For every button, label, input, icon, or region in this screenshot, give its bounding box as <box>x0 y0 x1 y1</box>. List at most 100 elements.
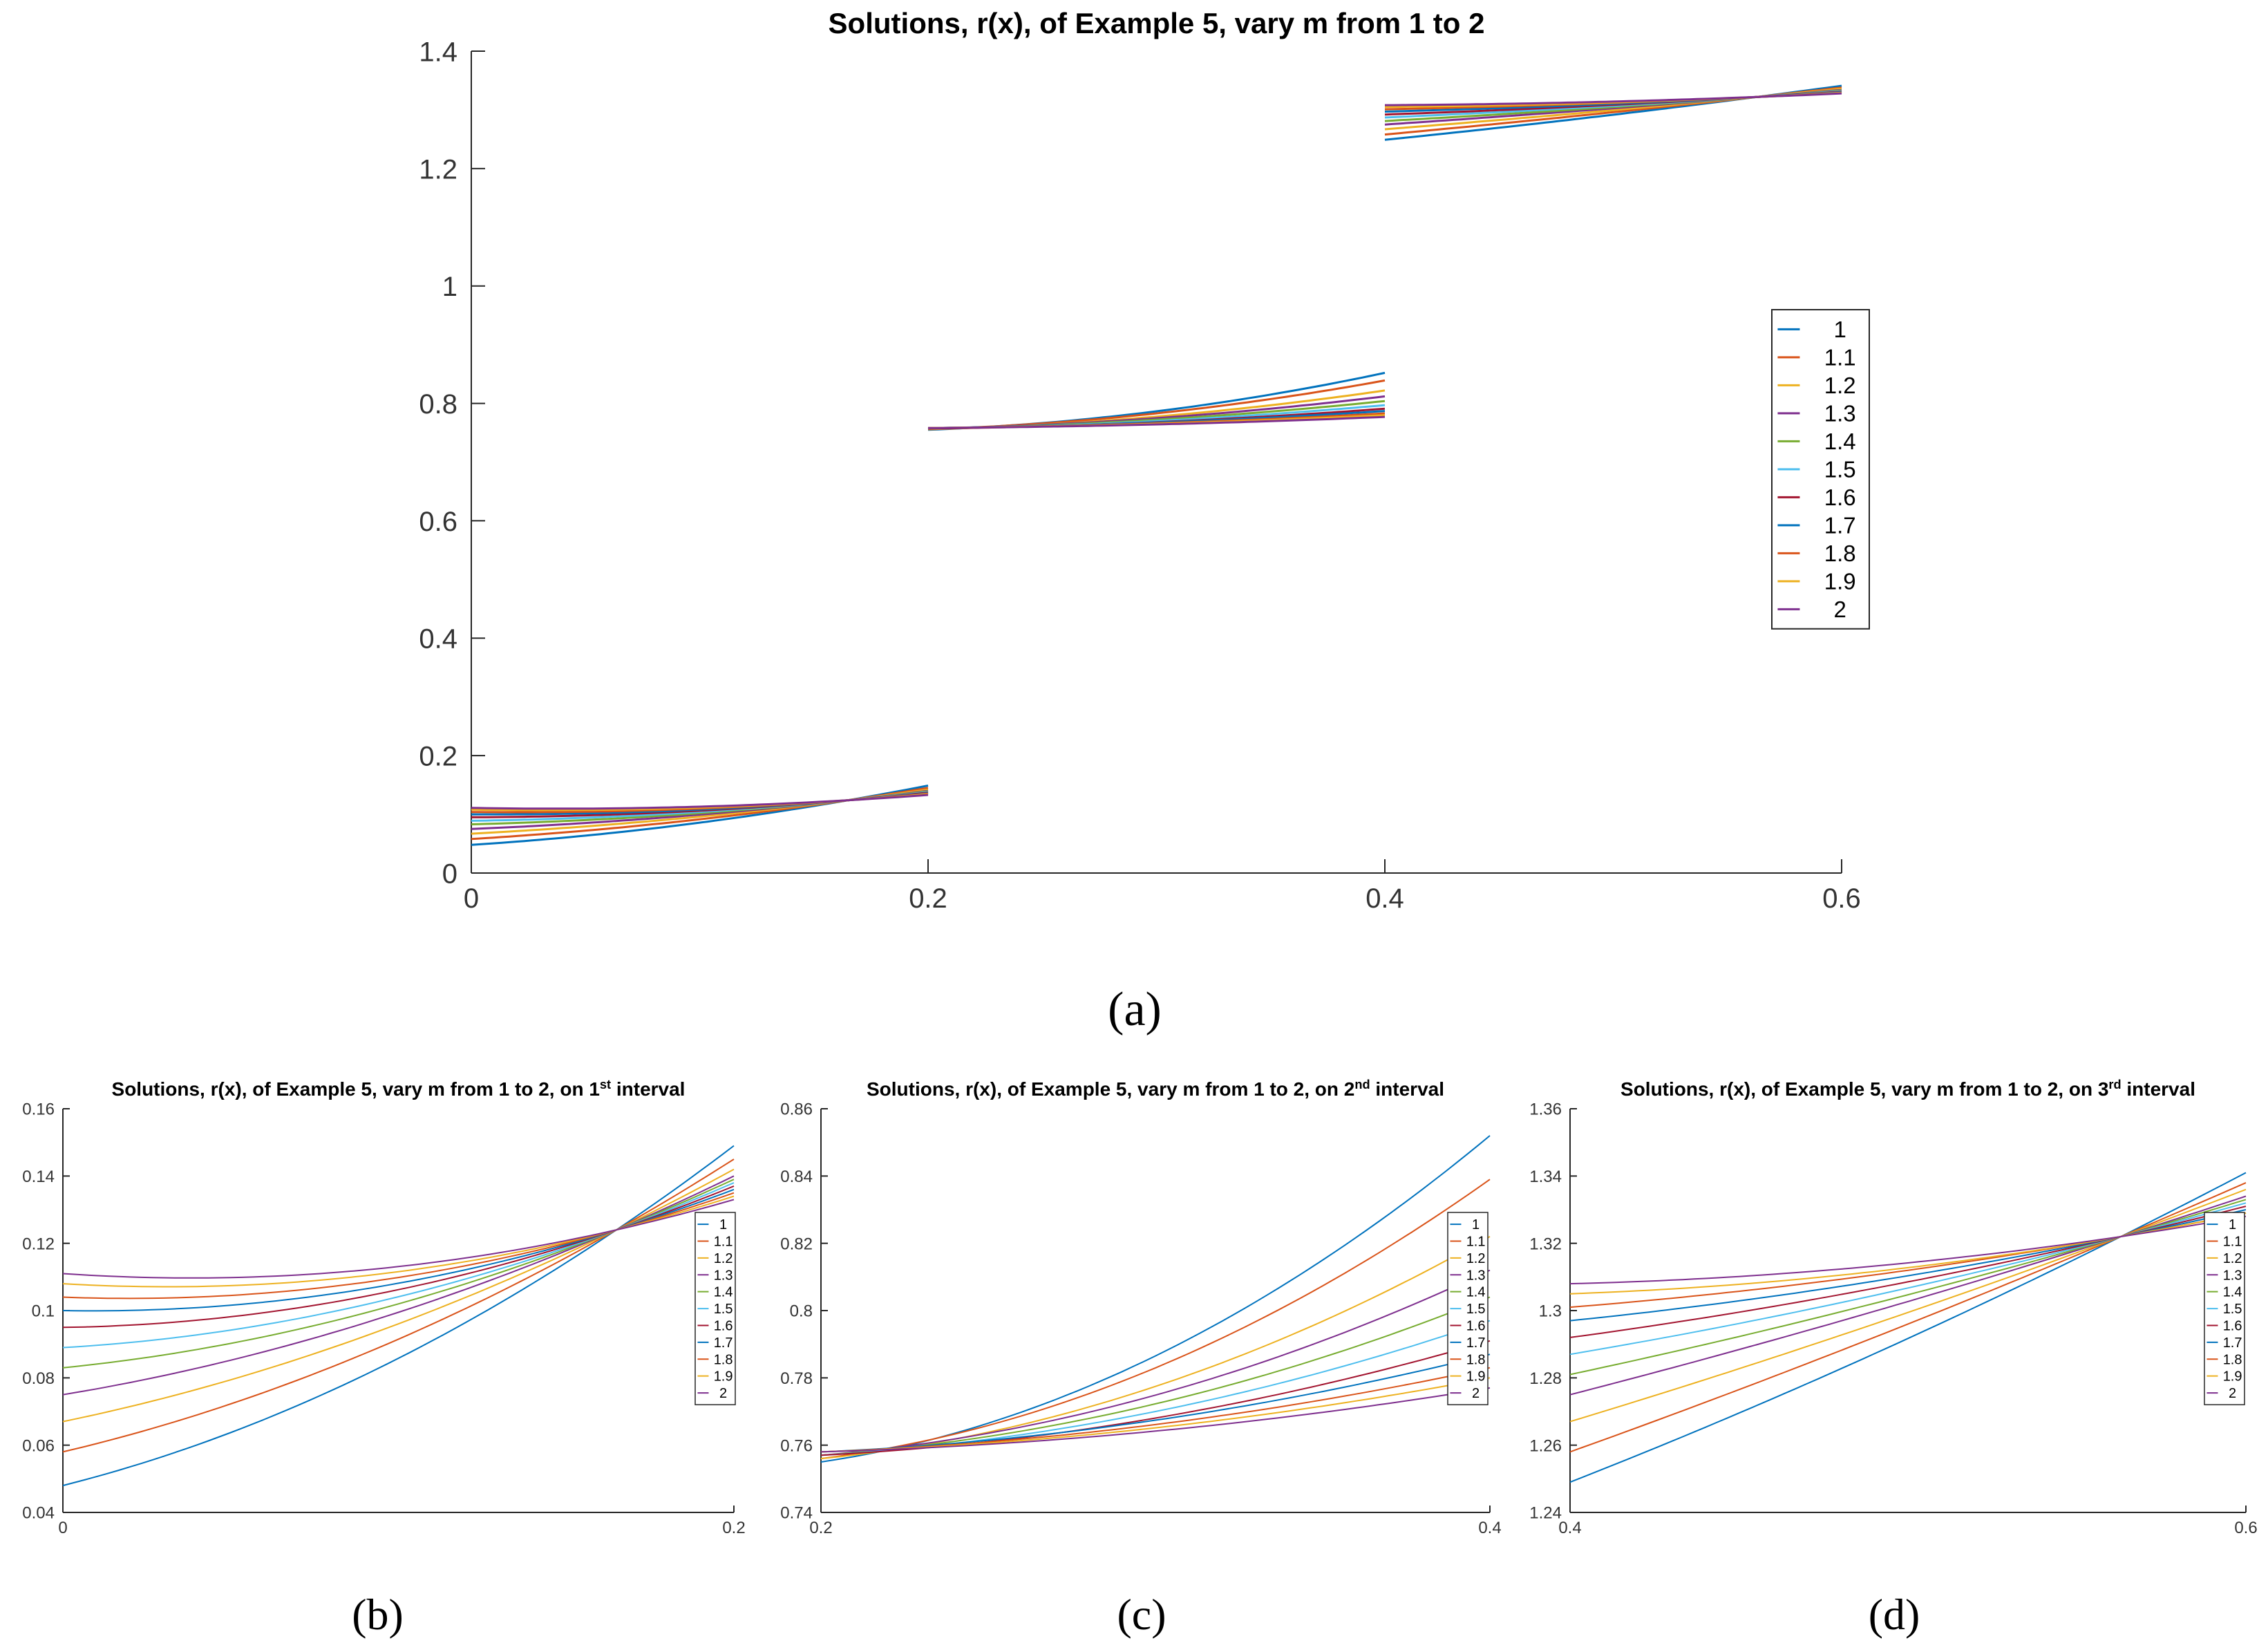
y-tick-label: 0.04 <box>22 1504 55 1523</box>
y-tick-label: 0.12 <box>22 1235 55 1253</box>
series-line-m-2 <box>928 415 1386 429</box>
legend-label: 1.2 <box>714 1251 733 1266</box>
series-line-m-2 <box>820 1387 1491 1453</box>
series-line-m-1-1 <box>820 1179 1491 1460</box>
y-tick-label: 0.4 <box>419 624 457 655</box>
y-tick-label: 0.16 <box>22 1100 55 1119</box>
chart-b: 0.04 0.06 0.08 0.1 0.12 0.14 0.16 0 0.2 Solutions… <box>22 1078 745 1639</box>
legend-label: 1.9 <box>1466 1369 1486 1385</box>
x-tick-label: 0 <box>58 1519 67 1537</box>
chart-title-superscript: rd <box>2108 1078 2121 1091</box>
chart-a: 0 0.2 0.4 0.6 0.8 1 1.2 1.4 0 0.2 0.4 0.6 Solutions,… <box>419 7 1870 1036</box>
chart-title-text: Solutions, r(x), of Example 5, vary m fr… <box>1620 1078 2108 1100</box>
series-line-m-1-8 <box>820 1367 1491 1453</box>
chart-title-suffix: interval <box>1370 1078 1444 1100</box>
legend-label: 1.8 <box>714 1352 733 1367</box>
subfigure-caption: (c) <box>1117 1590 1166 1639</box>
legend-label: 1.2 <box>2223 1251 2242 1266</box>
chart-title: Solutions, r(x), of Example 5, vary m fr… <box>112 1078 686 1100</box>
legend-label: 1.5 <box>1824 456 1856 482</box>
subfigure-caption: (d) <box>1869 1590 1920 1639</box>
chart-title-suffix: interval <box>611 1078 685 1100</box>
chart-title: Solutions, r(x), of Example 5, vary m fr… <box>867 1078 1444 1100</box>
y-tick-label: 0.06 <box>22 1436 55 1455</box>
legend-label: 1.8 <box>1824 541 1856 566</box>
y-tick-label: 1.32 <box>1529 1235 1562 1253</box>
x-tick-label: 0.6 <box>1822 883 1861 914</box>
legend-label: 1.4 <box>714 1285 733 1300</box>
series-line-m-1-2 <box>62 1168 735 1423</box>
chart-title-text: Solutions, r(x), of Example 5, vary m fr… <box>112 1078 600 1100</box>
chart-title-superscript: nd <box>1354 1078 1370 1091</box>
legend-label: 2 <box>1472 1386 1480 1401</box>
series-line-m-1-5 <box>1569 1202 2247 1356</box>
legend-label: 1.4 <box>1466 1285 1486 1300</box>
legend-label: 1 <box>719 1217 727 1232</box>
legend-label: 1.6 <box>1466 1318 1486 1333</box>
chart-title-suffix: interval <box>2121 1078 2195 1100</box>
y-tick-label: 0.74 <box>780 1504 813 1523</box>
x-tick-label: 0.2 <box>909 883 947 914</box>
subfigure-caption: (b) <box>352 1590 404 1639</box>
series-line-m-2 <box>1569 1215 2247 1285</box>
legend-label: 1.3 <box>714 1268 733 1283</box>
legend-label: 1.9 <box>2223 1369 2242 1385</box>
series-line-m-1-1 <box>62 1159 735 1453</box>
series-line-m-1-3 <box>820 1269 1491 1456</box>
y-tick-label: 0.78 <box>780 1369 813 1388</box>
y-tick-label: 0.76 <box>780 1436 813 1455</box>
legend-label: 1.3 <box>1466 1268 1486 1283</box>
series-line-m-1-4 <box>820 1296 1491 1456</box>
subfigure-caption: (a) <box>1108 983 1162 1036</box>
y-tick-label: 0 <box>442 859 457 889</box>
x-tick-label: 0.4 <box>1365 883 1404 914</box>
legend-label: 1.6 <box>1824 485 1856 510</box>
x-tick-label: 0.4 <box>1558 1519 1581 1537</box>
legend-label: 1.6 <box>2223 1318 2242 1333</box>
legend-label: 1.2 <box>1824 373 1856 398</box>
series-line-m-1-9 <box>62 1195 735 1288</box>
legend-label: 1.1 <box>1466 1234 1486 1249</box>
legend-label: 1.9 <box>1824 568 1856 594</box>
y-tick-label: 0.86 <box>780 1100 813 1119</box>
y-tick-label: 1.4 <box>419 37 457 67</box>
chart-title-superscript: st <box>600 1078 611 1091</box>
legend-label: 1.5 <box>1466 1302 1486 1317</box>
chart-d: 1.241.261.281.31.321.341.360.4 0.6Solutio… <box>1529 1078 2257 1639</box>
legend-label: 1 <box>1472 1217 1480 1232</box>
chart-c: 0.74 0.76 0.78 0.8 0.82 0.84 0.86 0.2 0.4 Solutio… <box>780 1078 1501 1639</box>
x-tick-label: 0 <box>464 883 479 914</box>
y-tick-label: 1.2 <box>419 154 457 185</box>
y-tick-label: 0.14 <box>22 1168 55 1186</box>
chart-title: Solutions, r(x), of Example 5, vary m fr… <box>1620 1078 2195 1100</box>
series-line-m-1-9 <box>820 1377 1491 1453</box>
y-tick-label: 0.2 <box>419 742 457 772</box>
y-tick-label: 0.84 <box>780 1168 813 1186</box>
series-line-m-1-7 <box>62 1188 735 1312</box>
legend-label: 1.1 <box>2223 1234 2242 1249</box>
series-line-m-1 <box>62 1145 735 1487</box>
series-line-m-1-6 <box>62 1185 735 1329</box>
y-tick-label: 0.1 <box>32 1302 55 1321</box>
x-tick-label: 0.2 <box>722 1519 745 1537</box>
legend-label: 1.7 <box>714 1335 733 1351</box>
legend-label: 1 <box>1834 317 1846 342</box>
y-tick-label: 1.24 <box>1529 1504 1562 1523</box>
series-line-m-1 <box>1569 1172 2247 1483</box>
series-line-m-1-3 <box>62 1175 735 1396</box>
x-tick-label: 0.4 <box>1478 1519 1501 1537</box>
y-tick-label: 1.34 <box>1529 1168 1562 1186</box>
legend-label: 1.5 <box>714 1302 733 1317</box>
legend-label: 1.8 <box>1466 1352 1486 1367</box>
legend-label: 2 <box>719 1386 727 1401</box>
legend-label: 1.2 <box>1466 1251 1486 1266</box>
series-line-m-1-6 <box>820 1340 1491 1456</box>
legend-label: 1.9 <box>714 1369 733 1385</box>
legend-label: 1.8 <box>2223 1352 2242 1367</box>
legend-label: 1.3 <box>1824 400 1856 426</box>
legend-label: 2 <box>2229 1386 2236 1401</box>
y-tick-label: 0.6 <box>419 507 457 537</box>
y-tick-label: 1.36 <box>1529 1100 1562 1119</box>
series-line-m-1-1 <box>1569 1182 2247 1453</box>
